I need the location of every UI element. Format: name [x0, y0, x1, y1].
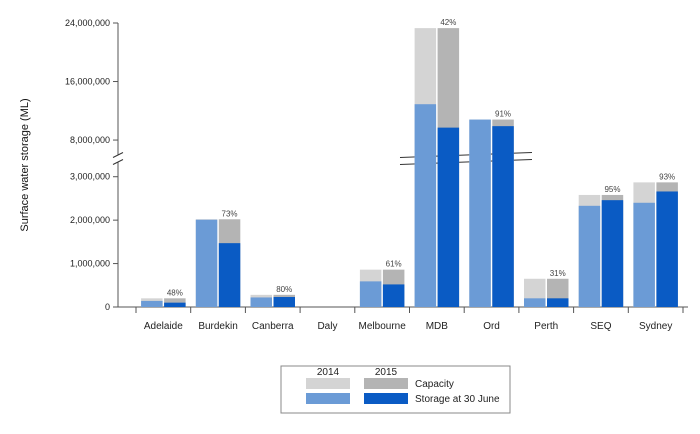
category-label-7: Perth: [534, 321, 558, 332]
percent-label-9: 93%: [659, 172, 675, 181]
bar-storage-2015-1: [219, 243, 241, 307]
legend-year-2015: 2015: [375, 367, 398, 378]
y-tick-label-upper-1: 16,000,000: [65, 77, 110, 87]
category-label-0: Adelaide: [144, 321, 183, 332]
bar-storage-2015-7: [547, 298, 569, 307]
y-tick-label-lower-2: 2,000,000: [70, 215, 110, 225]
bar-storage-2015-6: [492, 126, 514, 307]
bar-storage-2014-7: [524, 298, 546, 307]
percent-label-0: 48%: [167, 288, 183, 297]
y-tick-label-upper-0: 8,000,000: [70, 135, 110, 145]
bar-storage-2014-5: [415, 104, 437, 307]
y-tick-label-upper-2: 24,000,000: [65, 18, 110, 28]
category-label-5: MDB: [426, 321, 449, 332]
category-label-1: Burdekin: [198, 321, 237, 332]
legend-label-0: Capacity: [415, 379, 454, 390]
category-label-2: Canberra: [252, 321, 294, 332]
percent-label-1: 73%: [222, 209, 238, 218]
legend-swatch-0-0: [306, 378, 350, 389]
category-label-3: Daly: [317, 321, 337, 332]
bar-storage-2014-0: [141, 301, 163, 307]
bar-storage-2014-2: [251, 297, 273, 307]
y-axis-label: Surface water storage (ML): [19, 98, 31, 231]
bar-storage-2015-0: [164, 303, 186, 307]
legend: 2014 2015 Capacity Storage at 30 June: [281, 366, 510, 413]
bars: [141, 28, 678, 307]
bar-storage-2014-8: [579, 206, 601, 307]
percent-label-2: 80%: [276, 285, 292, 294]
category-label-4: Melbourne: [359, 321, 407, 332]
bar-storage-2015-4: [383, 284, 405, 307]
bar-storage-2015-5: [438, 128, 460, 307]
percent-label-7: 31%: [550, 269, 566, 278]
bar-storage-2015-8: [602, 200, 624, 307]
bar-storage-2015-2: [274, 297, 296, 307]
percent-label-5: 42%: [440, 18, 456, 27]
legend-year-2014: 2014: [317, 367, 340, 378]
legend-swatch-1-0: [306, 393, 350, 404]
y-tick-label-lower-1: 1,000,000: [70, 259, 110, 269]
bar-storage-2014-1: [196, 220, 218, 307]
y-tick-label-lower-3: 3,000,000: [70, 172, 110, 182]
category-label-6: Ord: [483, 321, 500, 332]
legend-swatch-1-1: [364, 393, 408, 404]
category-label-8: SEQ: [590, 321, 611, 332]
percent-label-6: 91%: [495, 110, 511, 119]
legend-swatch-0-1: [364, 378, 408, 389]
bar-storage-2014-9: [633, 203, 655, 307]
percent-label-8: 95%: [604, 185, 620, 194]
break-gap: [112, 156, 124, 162]
category-label-9: Sydney: [639, 321, 672, 332]
percent-label-4: 61%: [386, 260, 402, 269]
bar-storage-2014-4: [360, 281, 382, 307]
bar-storage-2015-9: [656, 191, 678, 307]
bar-storage-2014-6: [469, 120, 491, 307]
legend-label-1: Storage at 30 June: [415, 394, 500, 405]
y-tick-label-lower-0: 0: [105, 302, 110, 312]
